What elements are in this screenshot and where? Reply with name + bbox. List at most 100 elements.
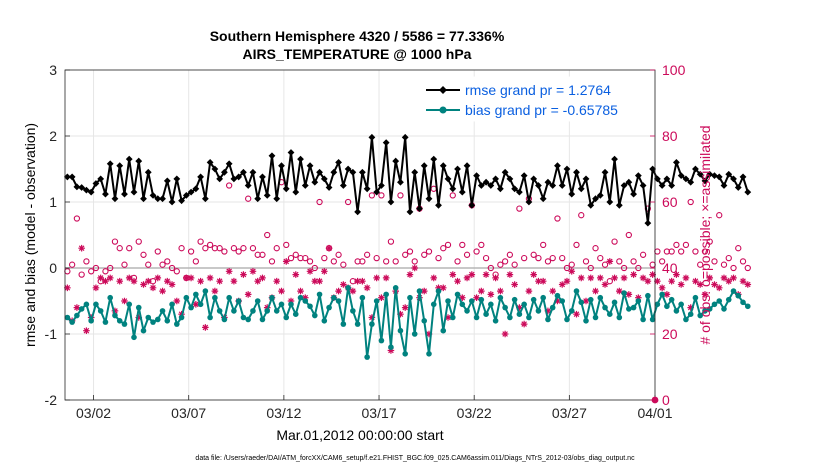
- bias-point: [245, 316, 251, 323]
- bias-point: [578, 299, 585, 306]
- obs-assimilated-point: [544, 307, 552, 315]
- obs-possible-point: [68, 261, 76, 268]
- obs-possible-point: [116, 245, 123, 252]
- rmse-point: [216, 175, 224, 183]
- rmse-point: [511, 185, 519, 193]
- bias-point: [140, 327, 147, 334]
- bias-point: [659, 291, 665, 298]
- obs-assimilated-point: [744, 281, 752, 288]
- bias-point: [326, 304, 332, 311]
- rmse-point: [163, 177, 171, 185]
- obs-assimilated-point: [435, 284, 442, 292]
- obs-possible-point: [249, 245, 257, 252]
- bias-point: [321, 318, 328, 324]
- obs-assimilated-point: [292, 271, 300, 278]
- rmse-point: [439, 162, 447, 170]
- obs-possible-point: [725, 254, 732, 262]
- rmse-point: [734, 184, 742, 191]
- rmse-point: [682, 175, 690, 183]
- rmse-point: [482, 178, 490, 186]
- rmse-point: [397, 178, 404, 186]
- rmse-point: [78, 184, 86, 191]
- rmse-point: [634, 172, 642, 179]
- obs-assimilated-point: [382, 274, 390, 282]
- obs-possible-point: [606, 278, 613, 285]
- obs-possible-point: [478, 241, 485, 249]
- obs-possible-point: [202, 245, 209, 252]
- obs-assimilated-point: [349, 287, 357, 295]
- bias-point: [264, 308, 271, 314]
- rmse-point: [230, 175, 238, 183]
- obs-assimilated-point: [368, 314, 376, 321]
- obs-possible-point: [654, 248, 661, 255]
- obs-assimilated-point: [187, 274, 195, 282]
- bias-point: [250, 308, 256, 314]
- obs-possible-point: [530, 251, 537, 258]
- bias-point: [340, 321, 347, 327]
- obs-assimilated-point: [306, 268, 314, 275]
- obs-assimilated-point: [539, 277, 547, 285]
- obs-assimilated-point: [92, 284, 100, 292]
- rmse-point: [744, 188, 752, 196]
- bias-point: [359, 294, 366, 301]
- bias-point: [507, 314, 513, 321]
- y-left-tick-label: 3: [49, 62, 57, 78]
- rmse-point: [644, 219, 652, 227]
- rmse-line: [67, 136, 749, 225]
- chart-title-line1: Southern Hemisphere 4320 / 5586 = 77.336…: [210, 28, 505, 44]
- obs-assimilated-point: [273, 277, 281, 285]
- bias-point: [678, 301, 684, 308]
- obs-assimilated-point: [411, 264, 419, 272]
- bias-point: [702, 308, 708, 314]
- data-file-footer: data file: /Users/raeder/DAI/ATM_forcXX/…: [195, 455, 635, 462]
- rmse-point: [420, 162, 428, 170]
- rmse-point: [406, 208, 414, 216]
- bias-point: [435, 288, 442, 294]
- bias-point: [402, 351, 409, 357]
- obs-assimilated-point: [149, 284, 157, 292]
- rmse-point: [268, 152, 276, 160]
- bias-point: [697, 312, 704, 319]
- obs-possible-point: [559, 254, 566, 262]
- bias-point: [311, 312, 318, 319]
- bias-point: [469, 298, 475, 304]
- rmse-point: [544, 178, 552, 186]
- bias-point: [226, 294, 232, 301]
- bias-point: [740, 299, 746, 306]
- obs-possible-point: [164, 258, 171, 265]
- rmse-point: [463, 162, 471, 170]
- bias-point: [654, 301, 661, 308]
- obs-possible-point: [107, 264, 114, 272]
- obs-possible-point: [88, 268, 95, 275]
- x-tick-label: 03/22: [457, 405, 492, 421]
- rmse-point: [92, 180, 100, 187]
- bias-point: [530, 296, 537, 303]
- bias-point: [635, 298, 642, 304]
- obs-assimilated-point: [463, 274, 471, 282]
- bias-point: [583, 318, 589, 324]
- bias-point: [640, 316, 646, 323]
- obs-assimilated-point: [144, 277, 152, 285]
- obs-assimilated-point: [444, 314, 452, 321]
- obs-possible-point: [697, 261, 704, 268]
- obs-possible-point: [273, 245, 280, 252]
- rmse-point: [254, 195, 262, 203]
- rmse-point: [477, 182, 485, 189]
- bias-point: [592, 314, 599, 321]
- obs-assimilated-point: [577, 274, 585, 282]
- obs-assimilated-point: [297, 287, 304, 295]
- bias-point: [97, 308, 104, 314]
- obs-assimilated-point: [492, 274, 499, 282]
- obs-possible-point: [259, 251, 266, 258]
- obs-possible-point: [440, 245, 447, 252]
- obs-possible-point: [78, 271, 85, 278]
- bias-point: [216, 308, 223, 314]
- legend-rmse-marker: [439, 86, 447, 94]
- obs-assimilated-point: [192, 301, 200, 308]
- obs-assimilated-point: [616, 287, 623, 295]
- bias-point: [116, 318, 123, 324]
- obs-possible-point: [687, 198, 694, 206]
- rmse-point: [197, 173, 205, 181]
- obs-possible-point: [321, 254, 328, 262]
- obs-possible-point: [706, 238, 713, 245]
